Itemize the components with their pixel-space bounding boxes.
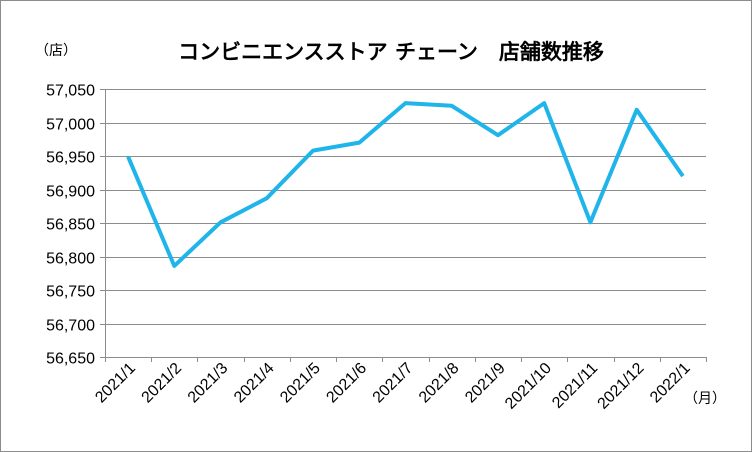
y-tick-label: 56,850: [46, 217, 95, 234]
series-line: [126, 101, 685, 268]
y-tick-label: 57,050: [46, 83, 95, 100]
y-tick-label: 56,800: [46, 251, 95, 268]
y-axis-ticks: 56,650 56,700 56,750 56,800 56,850 56,900 56,9…: [46, 83, 105, 368]
y-tick-label: 57,000: [46, 117, 95, 134]
y-tick-label: 56,900: [46, 184, 95, 201]
x-tick-label: 2021/2: [139, 360, 186, 407]
series-layer: [126, 101, 685, 268]
x-tick-label: 2021/10: [502, 360, 555, 413]
x-tick-label: 2021/8: [416, 360, 463, 407]
gridlines: [105, 89, 706, 325]
chart-title: コンビニエンスストア チェーン 店舗数推移: [178, 40, 604, 64]
x-tick-label: 2021/6: [323, 360, 370, 407]
y-tick-label: 56,700: [46, 318, 95, 335]
axes: [105, 89, 706, 358]
y-tick-label: 56,950: [46, 150, 95, 167]
x-tick-label: 2021/7: [370, 360, 417, 407]
x-tick-label: 2021/9: [462, 360, 509, 407]
y-tick-label: 56,650: [46, 351, 95, 368]
x-tick-label: 2021/11: [549, 360, 601, 412]
x-tick-label: 2021/1: [92, 360, 139, 407]
x-axis-ticks: 2021/1 2021/2 2021/3 2021/4 2021/5 2021/6 2021…: [92, 357, 707, 413]
x-tick-label: 2021/5: [277, 360, 324, 407]
x-tick-label: 2021/4: [231, 360, 278, 407]
x-axis-unit-label: （月）: [684, 391, 726, 407]
y-axis-unit-label: （店）: [35, 43, 77, 59]
y-tick-label: 56,750: [46, 284, 95, 301]
x-tick-label: 2021/3: [185, 360, 232, 407]
x-tick-label: 2021/12: [595, 360, 648, 413]
